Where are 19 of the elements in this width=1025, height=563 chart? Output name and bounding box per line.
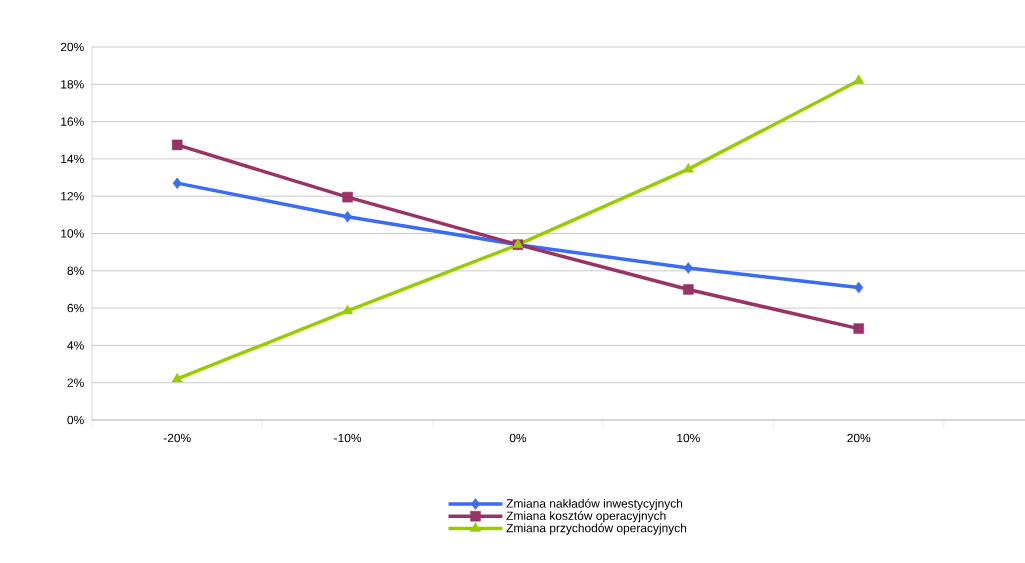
y-tick-label: 18% (61, 80, 84, 89)
legend-label: Zmiana przychodów operacyjnych (506, 523, 687, 535)
y-tick-label: 8% (67, 266, 84, 276)
y-tick-label: 14% (61, 154, 84, 164)
y-tick-label: 12% (61, 191, 84, 201)
legend-label: Zmiana kosztów operacyjnych (506, 511, 666, 523)
y-tick-label: 6% (67, 303, 84, 313)
y-tick-label: 0% (67, 415, 84, 425)
y-tick-label: 10% (61, 229, 84, 238)
x-tick-label: -10% (334, 433, 362, 443)
x-tick-label: 20% (847, 433, 871, 443)
x-tick-label: -20% (163, 433, 191, 443)
x-tick-label: 10% (677, 433, 700, 443)
y-tick-label: 16% (61, 117, 84, 126)
y-tick-label: 2% (67, 378, 84, 387)
legend-label: Zmiana nakładów inwestycyjnych (506, 498, 683, 511)
y-tick-label: 4% (67, 341, 84, 350)
y-tick-label: 20% (60, 42, 84, 52)
x-tick-label: 0% (509, 433, 527, 443)
